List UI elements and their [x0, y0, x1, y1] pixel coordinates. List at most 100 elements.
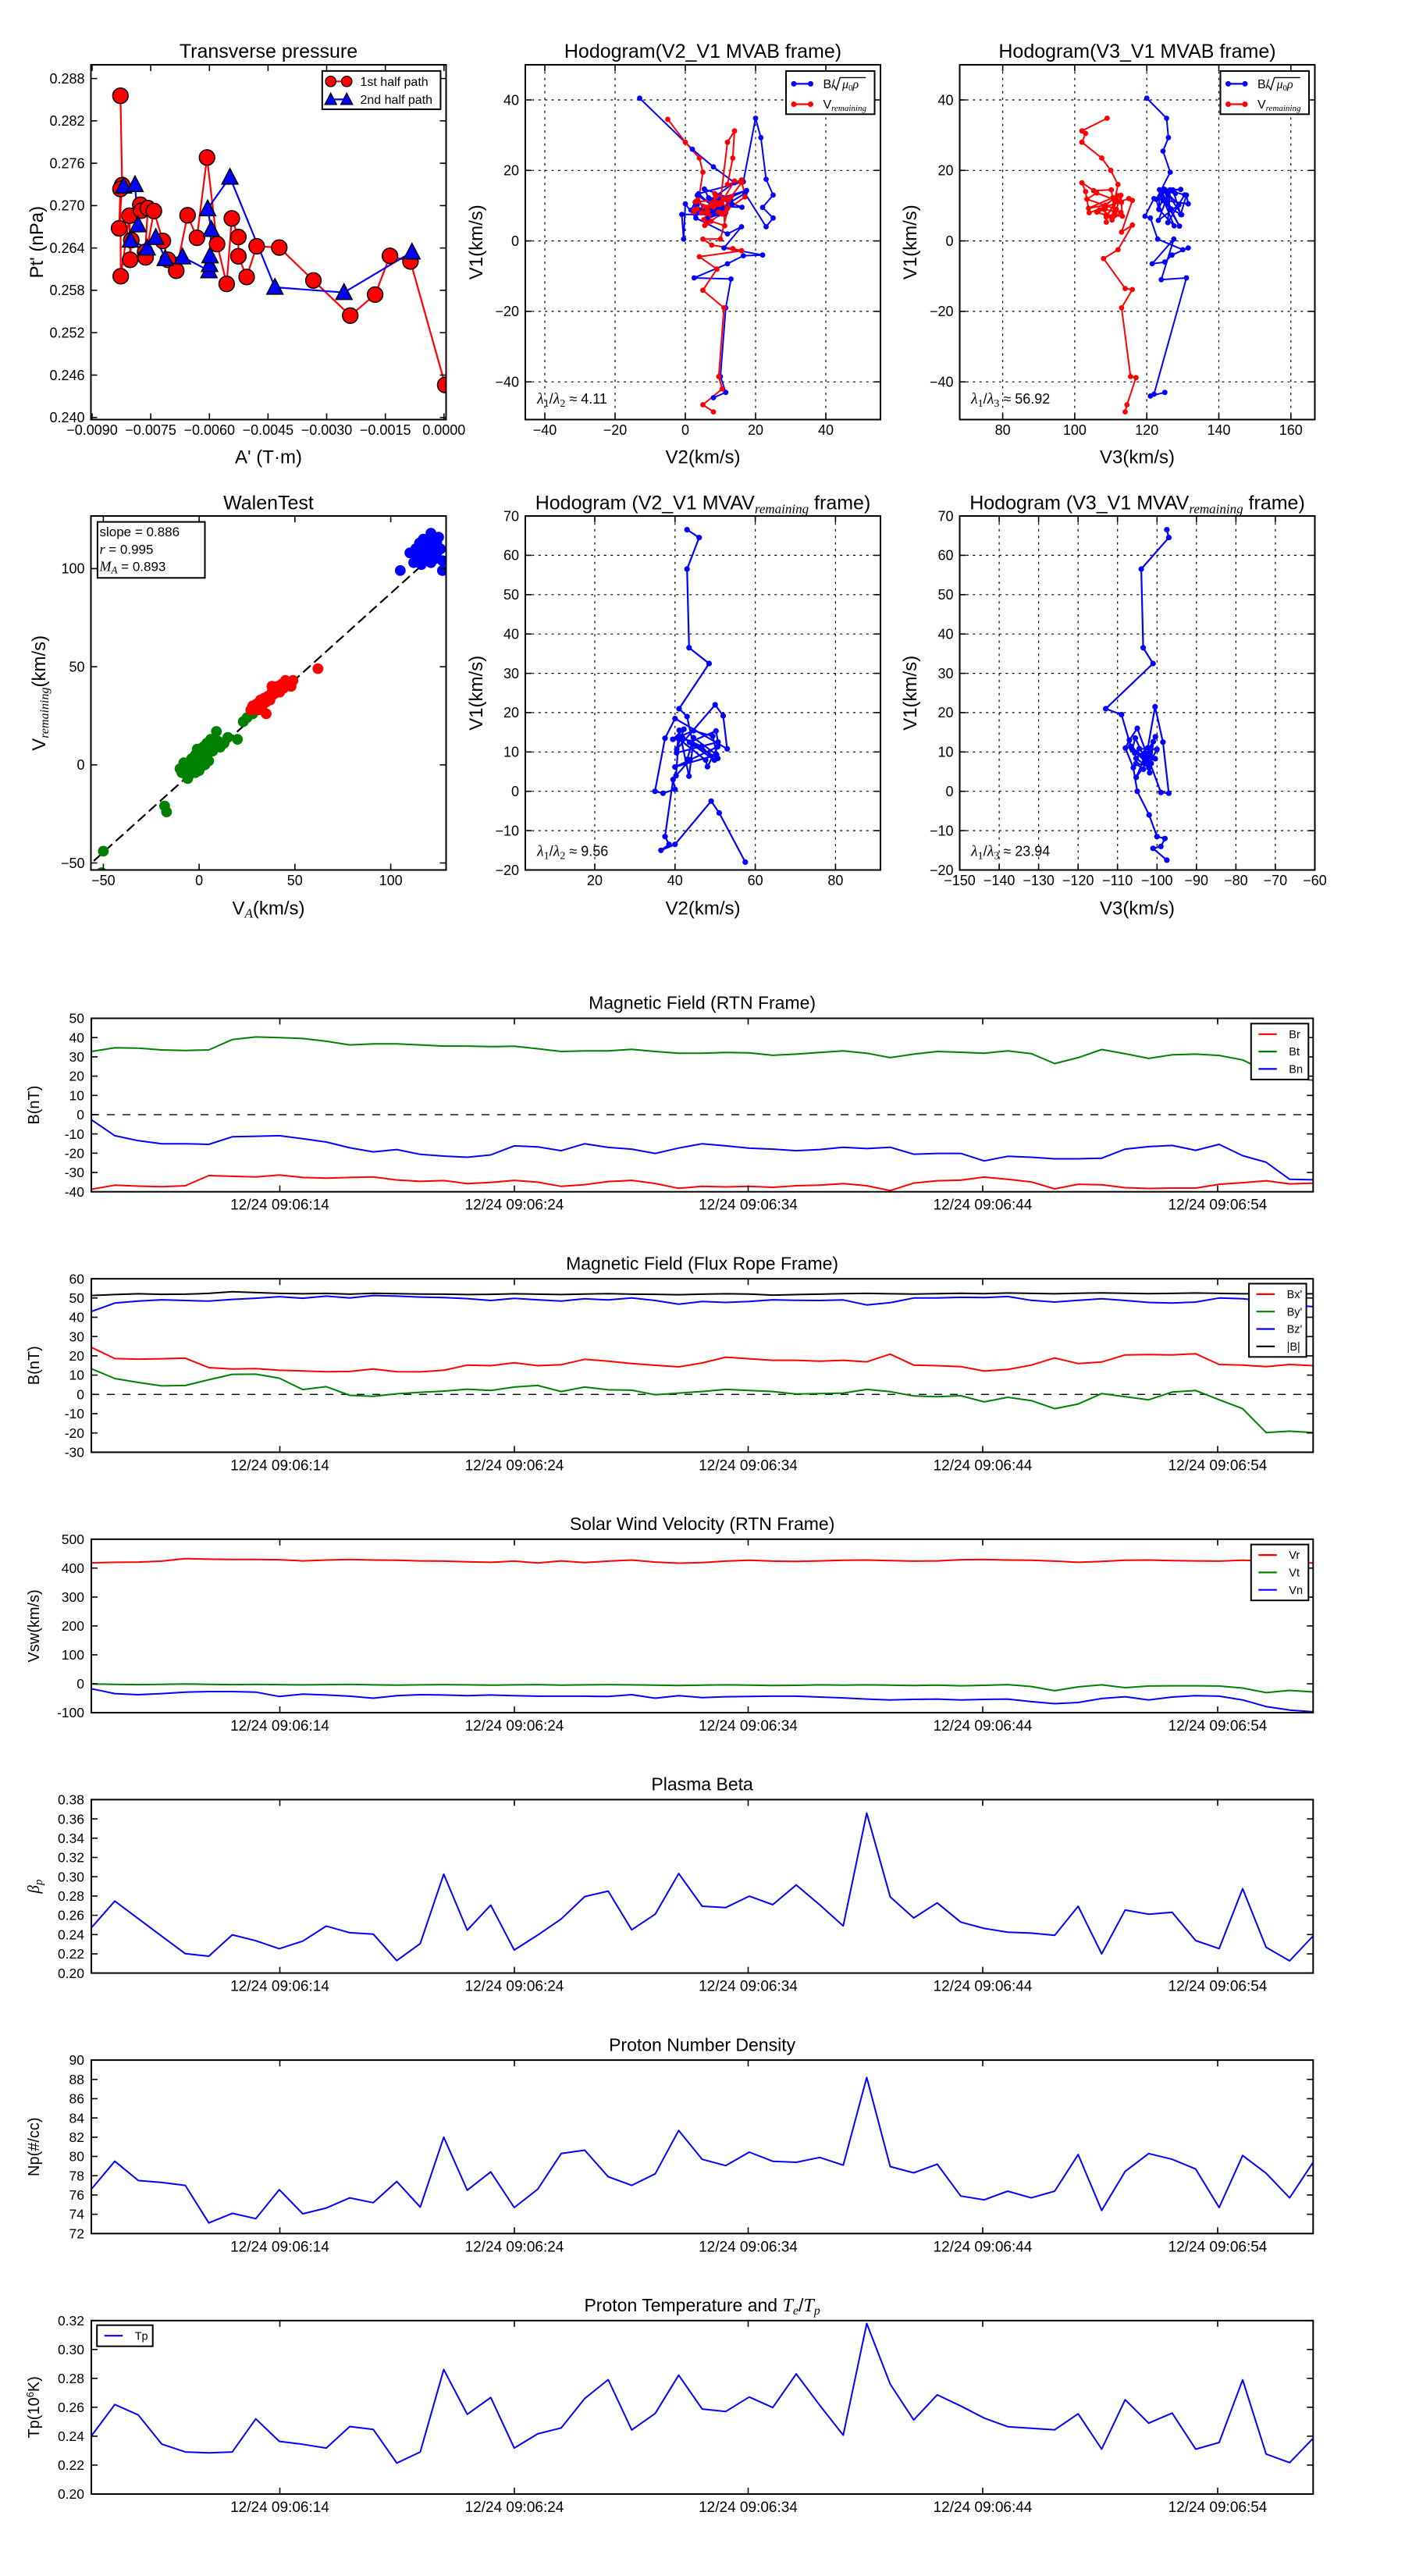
svg-text:Tp(106K): Tp(106K) [24, 2376, 43, 2438]
svg-text:-10: -10 [65, 1126, 85, 1142]
svg-text:0.28: 0.28 [58, 1888, 84, 1904]
svg-text:86: 86 [69, 2091, 84, 2107]
svg-text:160: 160 [1279, 422, 1303, 438]
svg-text:12/24 09:06:44: 12/24 09:06:44 [934, 1197, 1033, 1214]
svg-text:−0.0060: −0.0060 [184, 422, 236, 438]
svg-text:Plasma Beta: Plasma Beta [651, 1774, 753, 1795]
svg-text:-10: -10 [65, 1406, 85, 1421]
svg-text:0: 0 [511, 784, 519, 799]
svg-text:60: 60 [748, 873, 763, 888]
svg-text:12/24 09:06:24: 12/24 09:06:24 [465, 1718, 564, 1735]
svg-text:20: 20 [503, 163, 519, 179]
svg-text:−0.0015: −0.0015 [360, 422, 411, 438]
svg-text:1st half path: 1st half path [361, 76, 429, 89]
svg-text:12/24 09:06:34: 12/24 09:06:34 [699, 1457, 798, 1474]
svg-text:−40: −40 [495, 375, 519, 390]
svg-text:72: 72 [69, 2226, 84, 2241]
svg-text:0: 0 [681, 422, 689, 438]
svg-text:VA(km/s): VA(km/s) [232, 898, 304, 920]
svg-text:12/24 09:06:14: 12/24 09:06:14 [230, 1457, 329, 1474]
svg-text:0: 0 [76, 1676, 84, 1692]
svg-text:78: 78 [69, 2168, 84, 2183]
svg-text:40: 40 [818, 422, 834, 438]
svg-text:84: 84 [69, 2110, 85, 2126]
svg-text:0.24: 0.24 [58, 1927, 84, 1942]
svg-text:12/24 09:06:24: 12/24 09:06:24 [465, 2239, 564, 2255]
svg-text:−20: −20 [495, 304, 519, 319]
svg-text:0.32: 0.32 [58, 2313, 84, 2329]
svg-text:WalenTest: WalenTest [223, 493, 314, 514]
svg-text:−0.0075: −0.0075 [125, 422, 176, 438]
svg-text:0.288: 0.288 [49, 71, 84, 87]
svg-text:50: 50 [937, 587, 953, 603]
svg-text:−40: −40 [930, 375, 954, 390]
svg-text:λ1/λ3 ≈ 23.94: λ1/λ3 ≈ 23.94 [970, 843, 1050, 863]
svg-text:−90: −90 [1185, 873, 1209, 888]
svg-text:500: 500 [62, 1532, 84, 1547]
svg-text:0: 0 [76, 1386, 84, 1402]
svg-text:0.20: 0.20 [58, 2486, 84, 2502]
svg-text:50: 50 [69, 659, 84, 674]
svg-text:Np(#/cc): Np(#/cc) [26, 2117, 43, 2176]
svg-text:Vn: Vn [1289, 1585, 1303, 1597]
svg-text:V2(km/s): V2(km/s) [666, 898, 741, 919]
svg-text:400: 400 [62, 1560, 84, 1576]
svg-text:80: 80 [69, 2149, 85, 2165]
svg-text:B(nT): B(nT) [26, 1346, 43, 1385]
svg-text:20: 20 [69, 1348, 85, 1364]
svg-text:20: 20 [587, 873, 603, 888]
svg-text:0.240: 0.240 [49, 410, 84, 425]
svg-text:0.38: 0.38 [58, 1792, 84, 1808]
svg-text:−0.0030: −0.0030 [301, 422, 353, 438]
svg-text:2nd half path: 2nd half path [361, 94, 433, 107]
svg-text:100: 100 [379, 873, 403, 888]
svg-text:By': By' [1287, 1306, 1303, 1318]
svg-text:0.32: 0.32 [58, 1850, 84, 1866]
svg-text:V3(km/s): V3(km/s) [1100, 447, 1175, 468]
svg-text:88: 88 [69, 2072, 84, 2087]
svg-text:Transverse pressure: Transverse pressure [180, 41, 357, 62]
svg-text:Vr: Vr [1289, 1550, 1300, 1562]
svg-text:12/24 09:06:44: 12/24 09:06:44 [934, 2239, 1033, 2255]
svg-text:V1(km/s): V1(km/s) [466, 656, 487, 731]
svg-text:12/24 09:06:34: 12/24 09:06:34 [699, 1197, 798, 1214]
svg-text:40: 40 [937, 92, 953, 108]
svg-text:300: 300 [62, 1589, 84, 1605]
svg-text:Magnetic Field (RTN Frame): Magnetic Field (RTN Frame) [589, 993, 816, 1013]
svg-text:12/24 09:06:44: 12/24 09:06:44 [934, 1457, 1033, 1474]
svg-text:−50: −50 [61, 856, 85, 871]
svg-text:Bz': Bz' [1287, 1324, 1303, 1336]
svg-text:0.22: 0.22 [58, 1946, 84, 1962]
svg-text:12/24 09:06:34: 12/24 09:06:34 [699, 1718, 798, 1735]
svg-text:74: 74 [69, 2207, 85, 2222]
svg-text:0.0000: 0.0000 [422, 422, 465, 438]
svg-text:Hodogram(V3_V1 MVAB frame): Hodogram(V3_V1 MVAB frame) [998, 41, 1275, 62]
svg-text:−10: −10 [930, 823, 954, 838]
svg-text:0.276: 0.276 [49, 155, 84, 171]
svg-text:12/24 09:06:24: 12/24 09:06:24 [465, 1197, 564, 1214]
svg-text:50: 50 [69, 1011, 85, 1026]
svg-text:20: 20 [748, 422, 763, 438]
svg-text:12/24 09:06:34: 12/24 09:06:34 [699, 2500, 798, 2516]
svg-text:Magnetic Field (Flux Rope Fram: Magnetic Field (Flux Rope Frame) [566, 1253, 838, 1273]
svg-text:30: 30 [69, 1049, 85, 1065]
svg-text:12/24 09:06:14: 12/24 09:06:14 [230, 1197, 329, 1214]
svg-text:40: 40 [667, 873, 683, 888]
svg-text:60: 60 [937, 548, 953, 564]
svg-text:0: 0 [195, 873, 203, 888]
svg-text:12/24 09:06:44: 12/24 09:06:44 [934, 2500, 1033, 2516]
svg-text:−110: −110 [1102, 873, 1133, 888]
svg-text:0: 0 [945, 784, 953, 799]
svg-text:Hodogram(V2_V1 MVAB frame): Hodogram(V2_V1 MVAB frame) [564, 41, 841, 62]
svg-text:12/24 09:06:34: 12/24 09:06:34 [699, 2239, 798, 2255]
svg-text:100: 100 [1063, 422, 1087, 438]
svg-text:-40: -40 [65, 1184, 85, 1200]
svg-text:20: 20 [937, 705, 953, 720]
svg-text:12/24 09:06:54: 12/24 09:06:54 [1168, 1197, 1268, 1214]
svg-text:12/24 09:06:44: 12/24 09:06:44 [934, 1979, 1033, 1995]
svg-text:12/24 09:06:54: 12/24 09:06:54 [1168, 2500, 1268, 2516]
svg-text:V1(km/s): V1(km/s) [900, 205, 921, 279]
svg-text:60: 60 [503, 548, 519, 564]
svg-text:0.28: 0.28 [58, 2371, 84, 2386]
svg-text:Vsw(km/s): Vsw(km/s) [26, 1589, 43, 1662]
